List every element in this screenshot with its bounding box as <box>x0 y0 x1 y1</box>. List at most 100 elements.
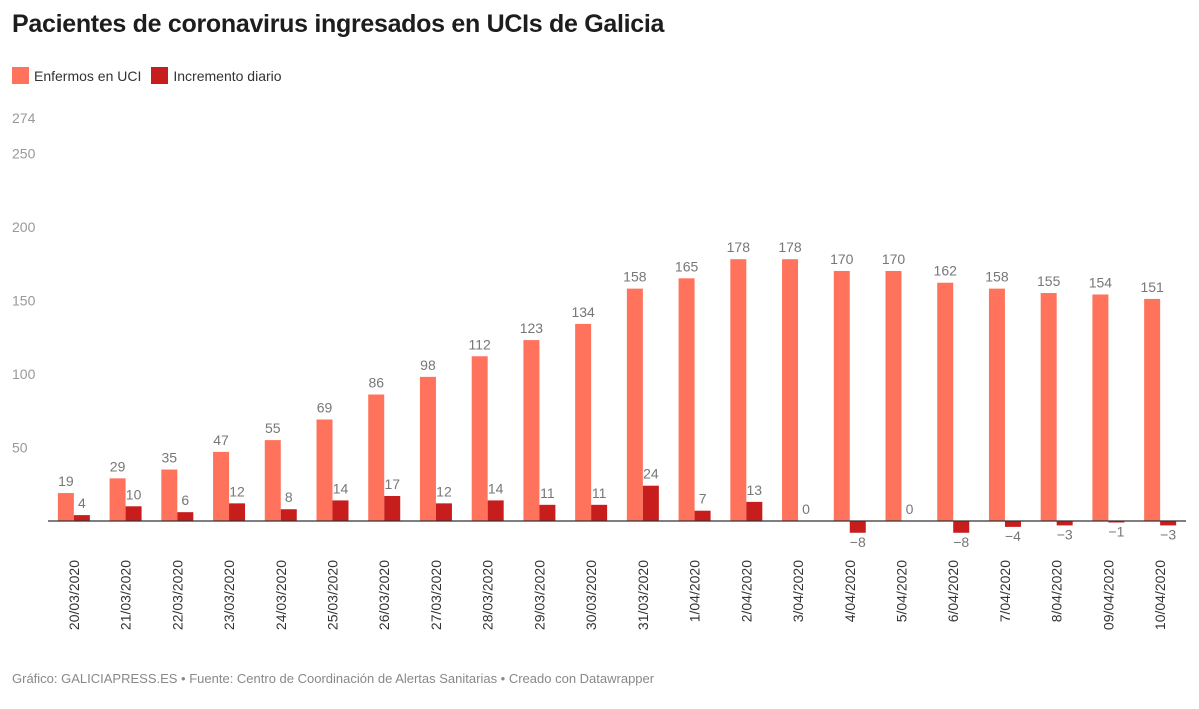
x-tick-label: 6/04/2020 <box>945 560 961 622</box>
bar-incremento <box>384 495 401 521</box>
y-tick-label: 274 <box>12 110 36 126</box>
bar-enfermos <box>161 469 178 521</box>
bar-incremento <box>694 510 711 521</box>
data-label: 158 <box>623 269 647 285</box>
x-tick-label: 4/04/2020 <box>842 560 858 622</box>
x-tick-label: 1/04/2020 <box>687 560 703 622</box>
data-label: −3 <box>1160 526 1176 542</box>
data-label: 55 <box>265 420 281 436</box>
bar-enfermos <box>368 394 385 521</box>
bar-enfermos <box>678 278 695 521</box>
bar-incremento <box>539 504 556 521</box>
data-label: 154 <box>1089 274 1113 290</box>
data-label: 12 <box>436 483 452 499</box>
data-label: 0 <box>802 501 810 517</box>
data-label: 24 <box>643 466 659 482</box>
data-label: 10 <box>126 486 142 502</box>
data-label: 14 <box>333 480 349 496</box>
bar-enfermos <box>213 451 230 521</box>
bar-enfermos <box>885 270 902 521</box>
data-label: 134 <box>571 304 595 320</box>
bar-enfermos <box>1040 293 1057 521</box>
bar-incremento <box>177 512 194 521</box>
bar-enfermos <box>833 270 850 521</box>
data-label: 155 <box>1037 273 1061 289</box>
data-label: 112 <box>469 336 492 352</box>
y-tick-label: 50 <box>12 439 28 455</box>
x-tick-label: 31/03/2020 <box>635 560 651 630</box>
x-tick-label: 10/04/2020 <box>1152 560 1168 630</box>
data-label: 13 <box>747 482 763 498</box>
bar-incremento <box>125 506 142 521</box>
x-tick-label: 27/03/2020 <box>428 560 444 630</box>
data-label: 123 <box>520 320 544 336</box>
legend-label-enfermos: Enfermos en UCI <box>34 67 142 84</box>
data-label: 170 <box>882 251 906 267</box>
data-label: 151 <box>1140 279 1164 295</box>
legend: Enfermos en UCI Incremento diario <box>12 67 282 84</box>
x-tick-label: 26/03/2020 <box>376 560 392 630</box>
x-tick-label: 23/03/2020 <box>221 560 237 630</box>
data-label: 17 <box>384 476 400 492</box>
bar-enfermos <box>264 440 281 521</box>
x-tick-label: 5/04/2020 <box>894 560 910 622</box>
data-label: 86 <box>368 375 384 391</box>
legend-swatch-incremento <box>151 67 169 84</box>
y-tick-label: 250 <box>12 145 36 161</box>
bar-enfermos <box>419 376 436 521</box>
data-label: −8 <box>850 534 866 550</box>
x-tick-label: 3/04/2020 <box>790 560 806 622</box>
data-label: 162 <box>934 263 958 279</box>
bar-enfermos <box>782 259 799 521</box>
x-tick-label: 22/03/2020 <box>169 560 185 630</box>
data-label: 47 <box>213 432 229 448</box>
x-tick-label: 25/03/2020 <box>325 560 341 630</box>
bar-incremento <box>1056 521 1073 526</box>
data-label: 29 <box>110 458 126 474</box>
data-label: −1 <box>1108 523 1124 539</box>
x-tick-label: 20/03/2020 <box>66 560 82 630</box>
bar-enfermos <box>988 288 1005 521</box>
bar-enfermos <box>523 340 540 521</box>
x-tick-label: 09/04/2020 <box>1100 560 1116 630</box>
data-label: −3 <box>1057 526 1073 542</box>
bar-enfermos <box>1144 298 1161 521</box>
bar-enfermos <box>730 259 747 521</box>
bar-incremento <box>1108 521 1125 523</box>
y-tick-label: 200 <box>12 219 36 235</box>
legend-swatch-enfermos <box>12 67 29 84</box>
legend-label-incremento: Incremento diario <box>173 67 282 84</box>
data-label: 158 <box>985 269 1009 285</box>
bar-incremento <box>435 503 452 521</box>
data-label: 11 <box>592 485 607 501</box>
bar-enfermos <box>316 419 333 521</box>
data-label: 19 <box>58 473 74 489</box>
x-tick-label: 21/03/2020 <box>118 560 134 630</box>
bar-incremento <box>849 521 866 533</box>
bar-incremento <box>1004 521 1021 527</box>
data-label: −4 <box>1005 528 1021 544</box>
legend-item-incremento: Incremento diario <box>151 67 282 84</box>
bar-enfermos <box>575 323 592 521</box>
data-label: 35 <box>162 450 178 466</box>
data-label: 7 <box>699 491 707 507</box>
bar-incremento <box>229 503 246 521</box>
data-label: 4 <box>78 495 86 511</box>
data-label: 165 <box>675 258 699 274</box>
bar-incremento <box>591 504 608 521</box>
x-tick-label: 29/03/2020 <box>531 560 547 630</box>
legend-item-enfermos: Enfermos en UCI <box>12 67 141 84</box>
data-label: 178 <box>778 239 802 255</box>
data-label: 8 <box>285 489 293 505</box>
bar-enfermos <box>1092 294 1109 521</box>
bar-incremento <box>953 521 970 533</box>
data-label: 98 <box>420 357 436 373</box>
data-label: 11 <box>540 485 555 501</box>
x-tick-label: 2/04/2020 <box>738 560 754 622</box>
footer-credits: Gráfico: GALICIAPRESS.ES • Fuente: Centr… <box>12 671 655 686</box>
data-label: 178 <box>727 239 751 255</box>
x-tick-label: 30/03/2020 <box>583 560 599 630</box>
bar-incremento <box>746 501 763 521</box>
data-label: 69 <box>317 400 333 416</box>
